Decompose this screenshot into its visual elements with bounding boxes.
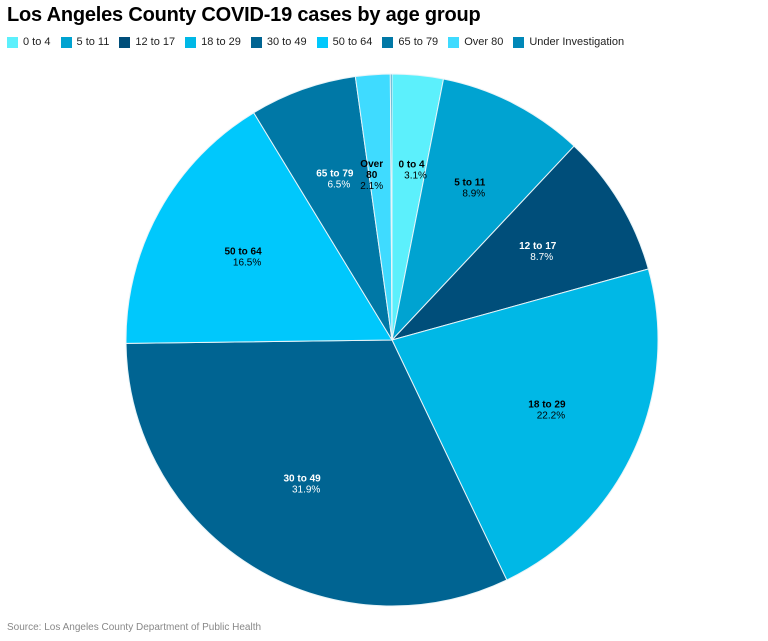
slice-label: Over 80 2.1% [360,159,383,192]
legend-item: 0 to 4 [7,36,51,48]
legend-swatch [119,36,131,48]
legend-label: 12 to 17 [135,36,176,48]
chart-title: Los Angeles County COVID-19 cases by age… [7,4,481,26]
legend-label: 65 to 79 [398,36,439,48]
pie-slice [125,112,393,344]
slice-label: 5 to 11 8.9% [454,178,486,200]
legend-label: 18 to 29 [201,36,241,48]
legend-item: 30 to 49 [250,36,307,48]
legend-label: 0 to 4 [23,36,51,48]
legend-item: 18 to 29 [185,36,241,48]
slice-label: 50 to 64 16.5% [224,247,262,269]
legend-label: Over 80 [464,36,504,48]
pie-slice [390,145,649,341]
pie-slice [125,339,508,607]
legend-swatch [250,36,262,48]
slice-label: 30 to 49 31.9% [284,474,322,496]
pie-slice [391,268,659,581]
legend-swatch [316,36,328,48]
legend-label: 50 to 64 [332,36,373,48]
legend-swatch [382,36,394,48]
legend-item: 5 to 11 [60,36,110,48]
legend-swatch [448,36,460,48]
legend-item: Under Investigation [513,36,624,48]
legend-swatch [185,36,197,48]
legend: 0 to 4 5 to 11 12 to 17 18 to 29 30 to 49 50 … [7,36,624,48]
source-note: Source: Los Angeles County Department of… [7,622,262,633]
legend-item: 12 to 17 [119,36,175,48]
legend-item: 50 to 64 [316,36,373,48]
legend-swatch [7,36,18,48]
slice-label: 18 to 29 22.2% [528,400,566,422]
legend-item: 65 to 79 [382,36,438,48]
slice-label: 12 to 17 8.7% [519,241,557,263]
slice-label: 65 to 79 6.5% [316,169,354,191]
slice-label: 0 to 4 3.1% [398,160,427,182]
legend-swatch [60,36,72,48]
legend-label: 30 to 49 [266,36,307,48]
legend-label: Under Investigation [529,36,625,48]
legend-label: 5 to 11 [76,36,110,48]
legend-item: Over 80 [448,36,503,48]
pie-slice [389,73,393,341]
pie-slice [391,78,575,342]
legend-swatch [513,36,525,48]
